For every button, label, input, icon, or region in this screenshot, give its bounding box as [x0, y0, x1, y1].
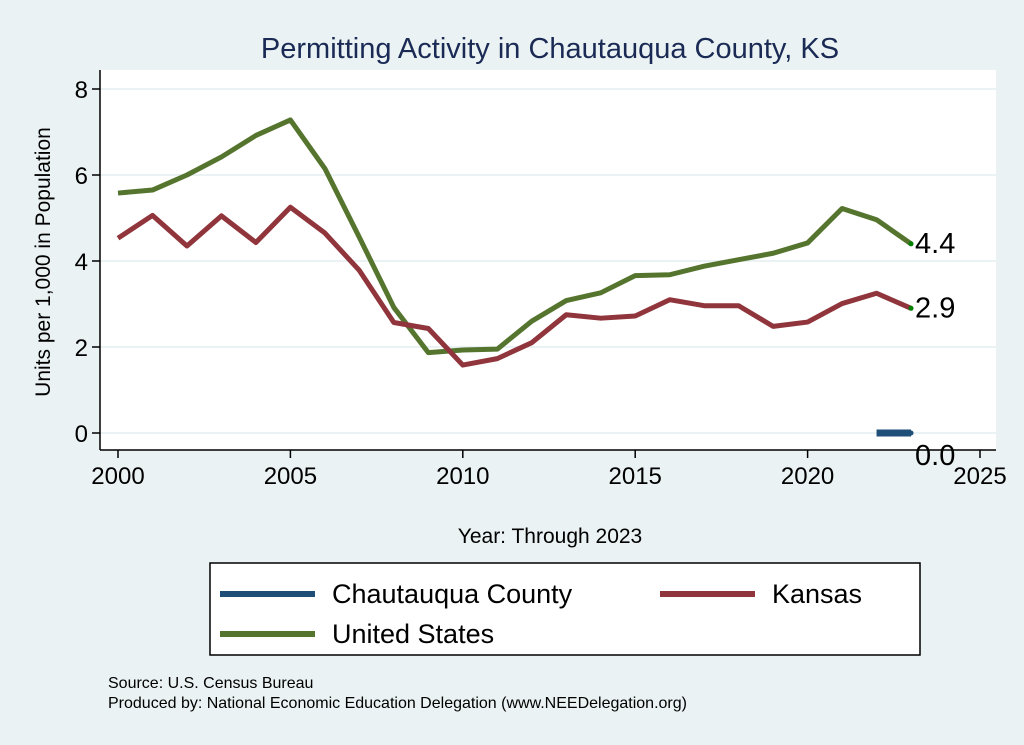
x-tick-label: 2025	[953, 463, 1006, 490]
producer-note: Produced by: National Economic Education…	[108, 695, 687, 712]
y-tick-label: 6	[75, 163, 88, 190]
end-marker-chautauqua-county	[908, 430, 914, 436]
x-tick-label: 2005	[264, 463, 317, 490]
x-tick-label: 2010	[436, 463, 489, 490]
x-tick-label: 2020	[781, 463, 834, 490]
end-label-chautauqua-county: 0.0	[915, 440, 955, 472]
chart-title: Permitting Activity in Chautauqua County…	[261, 33, 839, 65]
legend-label: Kansas	[772, 579, 862, 609]
series-line-kansas	[116, 204, 913, 368]
y-tick-label: 2	[75, 335, 88, 362]
end-label-kansas: 2.9	[915, 292, 955, 324]
y-tick-label: 0	[75, 421, 88, 448]
end-marker-united-states	[908, 241, 914, 247]
y-tick-label: 8	[75, 77, 88, 104]
end-marker-kansas	[908, 305, 914, 311]
source-note: Source: U.S. Census Bureau	[108, 675, 313, 692]
y-axis-label: Units per 1,000 in Population	[32, 127, 55, 397]
end-label-united-states: 4.4	[915, 228, 955, 260]
legend-label: United States	[332, 619, 494, 649]
x-tick-label: 2015	[609, 463, 662, 490]
x-axis-label: Year: Through 2023	[458, 525, 643, 548]
x-tick-label: 2000	[91, 463, 144, 490]
legend	[209, 562, 921, 656]
y-tick-label: 4	[75, 249, 88, 276]
series-line-united-states	[117, 117, 913, 356]
legend-label: Chautauqua County	[332, 579, 573, 609]
